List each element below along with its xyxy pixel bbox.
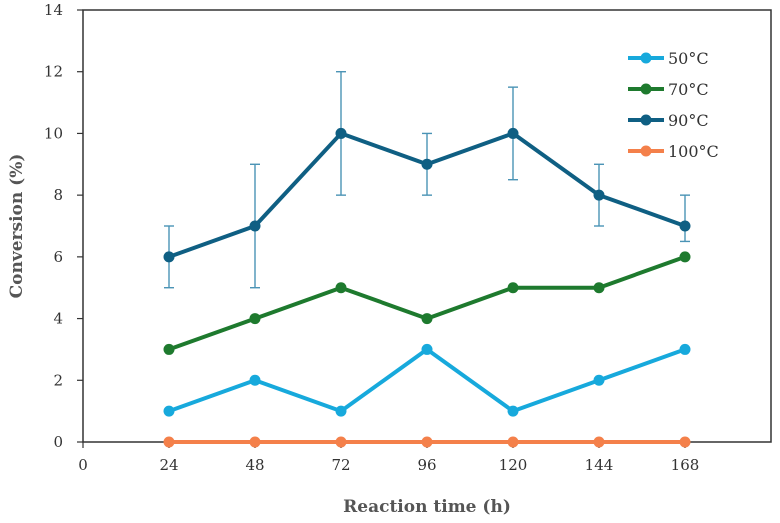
- x-tick-label: 48: [245, 456, 264, 474]
- data-point: [421, 343, 433, 355]
- data-point: [421, 313, 433, 325]
- data-point: [249, 220, 261, 232]
- y-tick-label: 12: [44, 63, 63, 81]
- data-point: [679, 343, 691, 355]
- x-tick-label: 96: [417, 456, 436, 474]
- error-bars: [164, 71, 690, 289]
- data-point: [593, 374, 605, 386]
- data-point: [163, 436, 175, 448]
- legend-swatch-marker: [640, 114, 652, 126]
- x-tick-label: 120: [499, 456, 528, 474]
- series-2: [163, 127, 691, 263]
- plot-area: [82, 9, 772, 443]
- legend: 50°C 70°C 90°C 100°C: [628, 49, 719, 161]
- y-axis: 0 2 4 6 8 10 12 14: [44, 1, 83, 451]
- y-tick-label: 4: [53, 310, 63, 328]
- data-point: [335, 127, 347, 139]
- data-point: [507, 282, 519, 294]
- data-point: [507, 436, 519, 448]
- legend-item: 90°C: [628, 111, 709, 130]
- data-point: [421, 158, 433, 170]
- data-point: [679, 220, 691, 232]
- data-point: [593, 189, 605, 201]
- y-tick-label: 14: [44, 1, 63, 19]
- data-point: [163, 343, 175, 355]
- legend-swatch-marker: [640, 145, 652, 157]
- plot-frame: [82, 9, 772, 443]
- data-point: [249, 374, 261, 386]
- series-1: [163, 251, 691, 355]
- series-line: [168, 254, 686, 352]
- x-tick-label: 0: [78, 456, 88, 474]
- data-point: [507, 127, 519, 139]
- legend-label: 70°C: [668, 80, 709, 99]
- x-tick-label: 72: [331, 456, 350, 474]
- data-point: [593, 436, 605, 448]
- legend-item: 100°C: [628, 142, 719, 161]
- legend-label: 90°C: [668, 111, 709, 130]
- y-axis-title: Conversion (%): [7, 154, 27, 299]
- legend-swatch-marker: [640, 83, 652, 95]
- data-point: [249, 313, 261, 325]
- series-layer: [163, 127, 691, 448]
- legend-label: 100°C: [668, 142, 719, 161]
- series-3: [163, 436, 691, 448]
- x-tick-label: 24: [159, 456, 178, 474]
- data-point: [163, 405, 175, 417]
- legend-label: 50°C: [668, 49, 709, 68]
- x-tick-label: 144: [585, 456, 614, 474]
- data-point: [163, 251, 175, 263]
- data-point: [335, 436, 347, 448]
- data-point: [249, 436, 261, 448]
- data-point: [679, 436, 691, 448]
- x-axis-title: Reaction time (h): [343, 497, 511, 517]
- y-tick-label: 6: [53, 248, 63, 266]
- y-tick-label: 0: [53, 433, 63, 451]
- data-point: [507, 405, 519, 417]
- y-tick-label: 10: [44, 124, 63, 142]
- data-point: [679, 251, 691, 263]
- data-point: [593, 282, 605, 294]
- legend-swatch-marker: [640, 52, 652, 64]
- y-tick-label: 8: [53, 186, 63, 204]
- y-tick-label: 2: [53, 371, 63, 389]
- series-line: [168, 347, 686, 414]
- data-point: [335, 282, 347, 294]
- series-0: [163, 343, 691, 417]
- legend-item: 70°C: [628, 80, 709, 99]
- legend-item: 50°C: [628, 49, 709, 68]
- data-point: [335, 405, 347, 417]
- x-tick-label: 168: [671, 456, 700, 474]
- data-point: [421, 436, 433, 448]
